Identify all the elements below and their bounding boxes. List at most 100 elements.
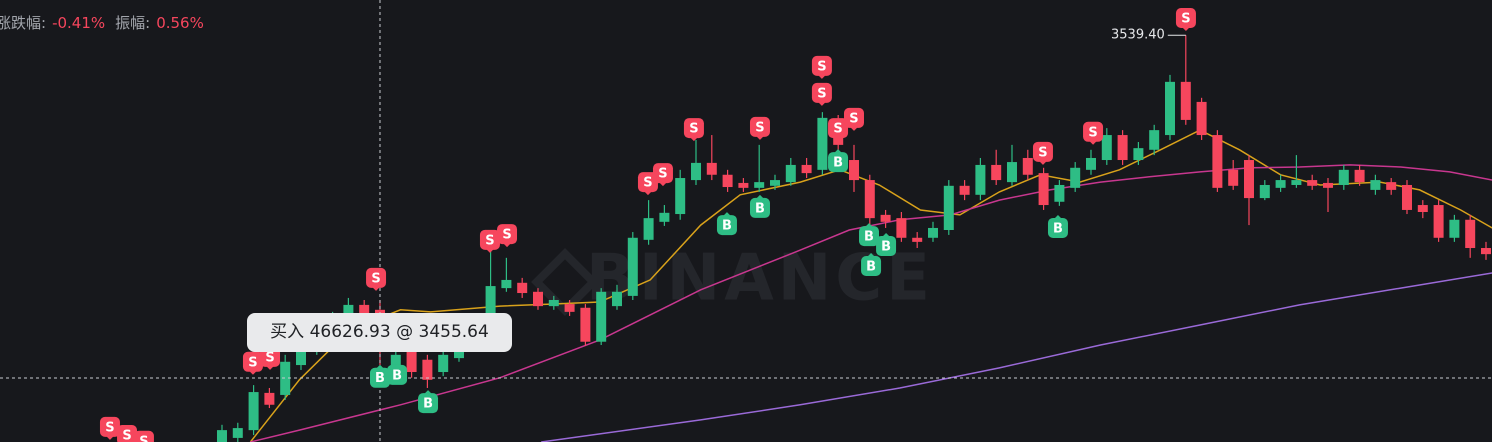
trade-marker: S [497, 224, 518, 248]
marker-label: S [502, 228, 511, 243]
amplitude-label: 振幅: [115, 14, 151, 32]
trade-marker: B [716, 212, 737, 236]
marker-badge [1032, 141, 1053, 162]
candle-body [1259, 184, 1270, 199]
trade-marker: B [1047, 214, 1068, 238]
candle-body [801, 164, 812, 174]
candle-body [390, 354, 401, 368]
marker-label: S [833, 122, 842, 137]
candle-body [232, 428, 243, 438]
trade-marker: S [366, 267, 387, 291]
candle-body [1228, 169, 1239, 186]
trade-marker: S [479, 229, 500, 253]
marker-badge [861, 256, 882, 277]
candle-body [690, 162, 701, 181]
marker-label: S [1038, 145, 1047, 160]
candle-body [280, 361, 291, 395]
trade-marker: B [861, 253, 882, 277]
candle-body [485, 286, 496, 330]
marker-label: S [265, 350, 274, 365]
candle-body [675, 178, 686, 215]
trade-marker: S [242, 351, 263, 375]
marker-badge [811, 82, 832, 103]
candle-body [438, 354, 449, 373]
marker-label: S [105, 420, 114, 435]
marker-badge [828, 118, 849, 139]
candle-body [1117, 135, 1128, 161]
marker-badge [843, 107, 864, 128]
marker-badge [749, 197, 770, 218]
candle-body [596, 291, 607, 342]
candle-body [627, 237, 638, 296]
candle-body [1322, 182, 1333, 188]
candle-body [769, 180, 780, 186]
marker-label: B [864, 230, 874, 245]
candle-body [564, 304, 575, 312]
marker-badge [859, 226, 880, 247]
trade-marker: S [117, 425, 138, 442]
marker-badge [716, 215, 737, 236]
trade-marker: S [133, 430, 154, 442]
marker-label: S [817, 86, 826, 101]
marker-badge [828, 152, 849, 173]
marker-label: S [689, 122, 698, 137]
candle-body [1054, 184, 1065, 202]
trade-marker: S [749, 116, 770, 140]
candle-body [1275, 180, 1286, 188]
marker-label: B [1053, 221, 1063, 236]
marker-label: S [1181, 12, 1190, 27]
candle-body [1401, 184, 1412, 210]
candle-body [1480, 248, 1491, 255]
marker-badge [242, 351, 263, 372]
marker-badge [1047, 217, 1068, 238]
candle-body [1006, 162, 1017, 183]
candle-body [359, 304, 370, 316]
candle-body [1243, 160, 1254, 199]
marker-label: S [122, 429, 131, 442]
trade-marker: B [369, 364, 390, 388]
marker-badge [479, 229, 500, 250]
marker-pointer [755, 135, 764, 140]
candle-body [1370, 180, 1381, 190]
marker-label: S [755, 120, 764, 135]
trade-marker: S [811, 55, 832, 79]
change-label: 涨跌幅: [0, 14, 47, 32]
trade-marker: B [859, 223, 880, 247]
candle-body [216, 430, 227, 442]
marker-label: B [375, 371, 385, 386]
candle-body [959, 185, 970, 195]
candle-body [1417, 205, 1428, 212]
candle-body [1386, 182, 1397, 190]
candle-body [991, 164, 1002, 181]
marker-label: S [849, 111, 858, 126]
candle-body [611, 291, 622, 307]
trade-marker: S [683, 118, 704, 142]
marker-badge [99, 416, 120, 437]
candle-body [896, 218, 907, 238]
candle-body [659, 212, 670, 222]
candle-body [1307, 180, 1318, 186]
trade-marker: S [1175, 8, 1196, 32]
candle-body [1101, 135, 1112, 161]
trade-marker: B [749, 194, 770, 218]
candle-body [1070, 167, 1081, 188]
candle-body [1085, 157, 1096, 170]
marker-badge [418, 393, 439, 414]
candle-body [1149, 130, 1160, 150]
candle-body [706, 162, 717, 175]
candle-body [943, 185, 954, 231]
trade-marker: S [652, 163, 673, 187]
marker-label: S [658, 167, 667, 182]
watermark: BINANCE [586, 242, 934, 316]
marker-label: B [755, 201, 765, 216]
marker-badge [652, 163, 673, 184]
candle-body [1038, 173, 1049, 206]
marker-label: B [833, 156, 843, 171]
trade-marker: S [1083, 121, 1104, 145]
candle-body [1180, 81, 1191, 120]
candle-body [817, 117, 828, 170]
marker-label: B [392, 368, 402, 383]
marker-badge [497, 224, 518, 245]
candle-body [422, 359, 433, 380]
